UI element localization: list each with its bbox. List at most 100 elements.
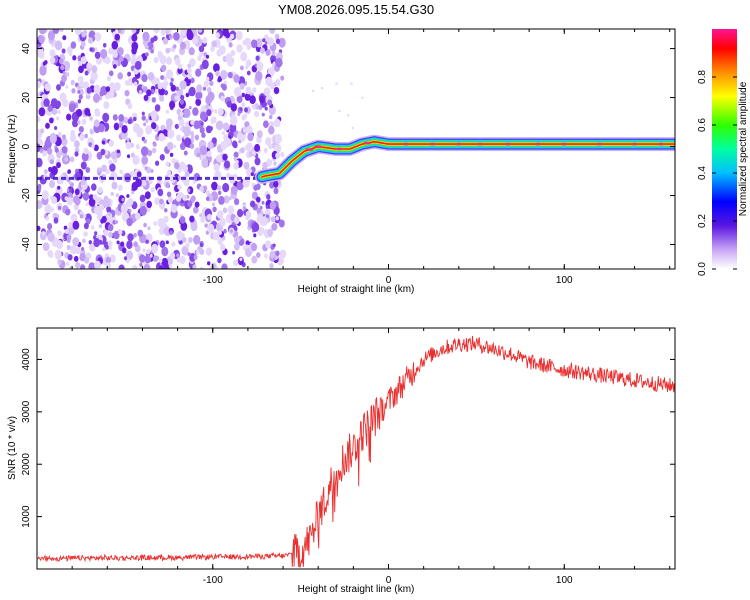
noise-blob xyxy=(145,118,149,124)
noise-blob xyxy=(89,128,93,133)
spectrogram-xtick-label: 100 xyxy=(556,275,573,286)
noise-blob xyxy=(123,117,129,124)
noise-blob xyxy=(280,75,285,81)
noise-blob xyxy=(94,260,101,269)
spectrogram-xtick-label: 0 xyxy=(386,275,392,286)
noise-blob xyxy=(128,208,132,213)
noise-blob xyxy=(139,194,146,203)
noise-blob xyxy=(252,150,256,155)
noise-blob xyxy=(256,252,261,258)
noise-blob xyxy=(108,70,114,77)
noise-blob xyxy=(250,39,258,49)
noise-blob xyxy=(43,169,48,175)
noise-blob xyxy=(255,55,260,61)
noise-blob xyxy=(143,94,149,101)
noise-blob xyxy=(267,37,274,47)
noise-blob xyxy=(214,109,218,114)
noise-blob xyxy=(100,48,108,59)
noise-blob xyxy=(235,160,239,164)
noise-blob xyxy=(38,107,46,117)
noise-blob xyxy=(130,57,137,65)
spectrogram-ytick-label: -40 xyxy=(21,237,32,252)
noise-blob xyxy=(93,119,100,128)
noise-blob xyxy=(273,87,280,95)
noise-blob xyxy=(72,55,77,61)
noise-blob xyxy=(179,142,186,151)
noise-blob xyxy=(234,235,240,244)
noise-blob xyxy=(119,55,124,62)
noise-blob xyxy=(217,107,224,116)
noise-blob xyxy=(106,76,111,82)
noise-blob xyxy=(68,221,73,228)
noise-blob xyxy=(178,119,185,127)
noise-blob xyxy=(38,50,45,59)
noise-blob xyxy=(61,146,68,154)
noise-blob xyxy=(205,76,210,82)
noise-blob xyxy=(109,163,116,172)
noise-blob xyxy=(70,41,77,49)
noise-blob xyxy=(158,258,163,264)
noise-blob xyxy=(117,72,123,80)
noise-blob xyxy=(220,95,225,102)
noise-blob xyxy=(151,97,156,103)
noise-blob xyxy=(91,225,95,230)
noise-blob xyxy=(218,190,222,195)
noise-blob xyxy=(176,134,182,142)
noise-blob xyxy=(230,185,238,195)
noise-blob xyxy=(85,167,91,173)
noise-blob xyxy=(187,73,193,80)
noise-blob xyxy=(153,35,158,42)
noise-blob xyxy=(265,48,271,56)
noise-blob xyxy=(243,113,248,119)
noise-blob xyxy=(176,231,184,241)
stray-dot xyxy=(335,82,338,85)
noise-blob xyxy=(184,171,190,178)
noise-blob xyxy=(258,105,263,111)
noise-blob xyxy=(132,123,141,133)
noise-blob xyxy=(276,255,284,266)
snr-content xyxy=(37,335,675,568)
noise-blob xyxy=(145,125,153,135)
noise-blob xyxy=(222,207,228,214)
noise-blob xyxy=(215,70,220,77)
spectrogram-frame xyxy=(36,28,676,270)
noise-blob xyxy=(177,175,181,180)
noise-blob xyxy=(85,202,89,207)
noise-blob xyxy=(102,112,110,123)
noise-blob xyxy=(75,261,81,269)
noise-blob xyxy=(105,256,112,264)
noise-blob xyxy=(114,82,121,91)
noise-blob xyxy=(147,41,154,50)
noise-blob xyxy=(193,254,198,260)
noise-blob xyxy=(240,147,245,154)
noise-blob xyxy=(78,94,83,100)
noise-blob xyxy=(106,206,112,213)
noise-blob xyxy=(203,52,207,57)
noise-blob xyxy=(210,262,217,269)
signal-hotspot xyxy=(314,145,323,148)
noise-blob xyxy=(99,90,104,97)
noise-blob xyxy=(265,76,273,87)
noise-blob xyxy=(124,80,130,86)
noise-blob xyxy=(157,218,165,228)
noise-blob xyxy=(234,242,240,251)
noise-blob xyxy=(47,232,55,242)
noise-blob xyxy=(66,261,70,266)
noise-blob xyxy=(215,120,224,131)
noise-blob xyxy=(273,180,279,188)
noise-blob xyxy=(107,223,114,232)
noise-blob xyxy=(212,206,217,213)
noise-blob xyxy=(141,155,149,165)
noise-blob xyxy=(199,266,204,269)
noise-blob xyxy=(42,242,50,252)
noise-blob xyxy=(192,107,199,116)
noise-blob xyxy=(251,191,258,200)
noise-blob xyxy=(151,122,157,130)
noise-blob xyxy=(236,44,243,53)
noise-blob xyxy=(233,173,238,179)
spectrogram-xlabel: Height of straight line (km) xyxy=(298,284,415,295)
noise-blob xyxy=(143,222,147,228)
snr-ytick-label: 3000 xyxy=(21,400,32,423)
snr-ytick-label: 2000 xyxy=(21,453,32,476)
noise-blob xyxy=(56,162,61,169)
